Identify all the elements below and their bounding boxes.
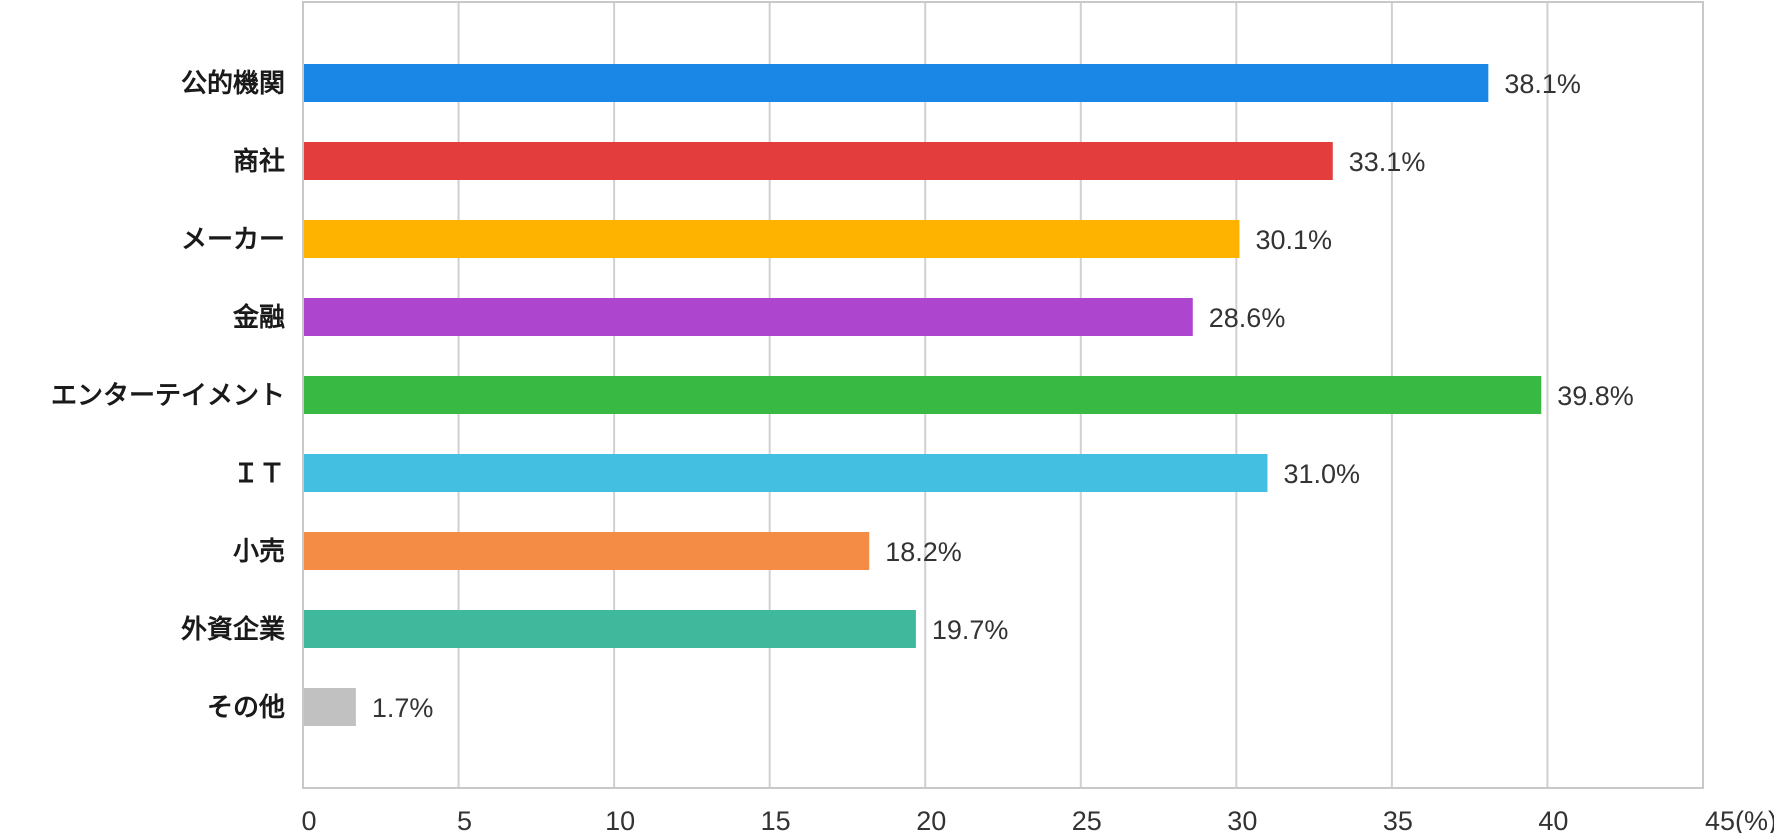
bar [304,298,1193,336]
category-label: 外資企業 [181,614,285,645]
category-label: 小売 [233,537,285,567]
data-label: 38.1% [1504,69,1581,99]
x-tick-label: 5 [457,806,472,833]
category-label: エンターテイメント [51,381,285,411]
x-tick-label: 0 [301,806,316,833]
category-label: その他 [207,693,285,723]
category-label: ＩＴ [233,459,285,489]
x-tick-label: 10 [605,806,635,833]
data-label: 39.8% [1557,381,1634,411]
data-label: 1.7% [372,693,434,723]
bar [304,532,870,570]
bar [304,220,1240,258]
x-tick-label: 25 [1072,806,1102,833]
data-label: 28.6% [1209,303,1286,333]
x-tick-label: 30 [1227,806,1257,833]
value-labels: 38.1% 33.1% 30.1% 28.6% 39.8% 31.0% 18.2% 19.7%… [372,69,1634,723]
data-label: 30.1% [1255,225,1332,255]
x-tick-label: 40 [1538,806,1568,833]
data-label: 18.2% [885,537,962,567]
bar [304,142,1333,180]
bars [304,64,1542,726]
plot-frame [302,1,1704,789]
category-label: 公的機関 [181,68,285,99]
bar [304,376,1542,414]
x-tick-label: 35 [1383,806,1413,833]
bar [304,454,1268,492]
data-label: 31.0% [1283,459,1360,489]
bar [304,688,356,726]
bar [304,610,916,648]
x-tick-label: 15 [761,806,791,833]
bar [304,64,1489,102]
x-tick-label: 45(%) [1705,806,1774,833]
data-label: 33.1% [1349,147,1426,177]
data-label: 19.7% [932,615,1009,645]
x-tick-label: 20 [916,806,946,833]
x-axis-ticks: 0 5 10 15 20 25 30 35 40 45(%) [301,806,1774,833]
category-label: 金融 [232,302,285,333]
category-label: 商社 [233,146,285,177]
category-label: メーカー [181,225,285,255]
